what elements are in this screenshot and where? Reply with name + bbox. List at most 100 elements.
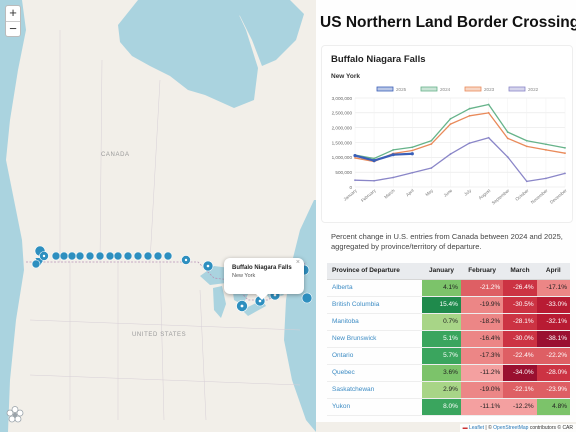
data-point-2022 <box>449 153 452 155</box>
x-tick-label: March <box>383 188 396 200</box>
percent-cell: -19.0% <box>460 381 504 399</box>
series-line-2024 <box>354 103 566 160</box>
data-point-2023 <box>545 149 547 151</box>
percent-cell: -23.9% <box>536 381 570 399</box>
legend-label: 2024 <box>440 87 451 92</box>
data-point-2022 <box>564 172 566 175</box>
province-link[interactable]: Alberta <box>327 279 423 297</box>
port-name: Buffalo Niagara Falls <box>331 54 426 65</box>
data-point-2024 <box>411 146 414 149</box>
popup-close-icon[interactable]: × <box>295 259 300 266</box>
legend-swatch <box>420 86 438 92</box>
data-point-2025 <box>391 153 395 157</box>
province-link[interactable]: Quebec <box>327 364 423 382</box>
y-tick-label: 2,000,000 <box>332 125 353 130</box>
data-point-2022 <box>545 177 547 180</box>
province-link[interactable]: New Brunswick <box>327 330 423 348</box>
percent-cell: 5.1% <box>422 330 461 348</box>
percent-cell: -19.9% <box>460 296 504 314</box>
leaflet-link[interactable]: Leaflet <box>468 425 484 431</box>
popup-title: Buffalo Niagara Falls <box>232 265 292 271</box>
data-point-2022 <box>354 179 356 182</box>
port-state: New York <box>331 73 361 80</box>
zoom-control: + − <box>5 5 21 37</box>
header-april: April <box>536 263 570 280</box>
data-point-2025 <box>353 153 357 158</box>
percent-cell: -21.2% <box>460 279 504 297</box>
percent-cell: 3.6% <box>422 364 461 382</box>
percent-cell: -38.1% <box>536 330 570 348</box>
province-link[interactable]: Saskatchewan <box>327 381 423 399</box>
percent-cell: -17.1% <box>536 279 570 297</box>
zoom-in-button[interactable]: + <box>9 5 17 20</box>
table-row: Alberta 4.1% -21.2% -26.4% -17.1% <box>327 279 570 297</box>
data-point-2023 <box>449 123 452 126</box>
legend-swatch <box>464 86 482 92</box>
series-line-2023 <box>354 112 566 163</box>
data-point-2024 <box>468 107 471 110</box>
percent-cell: -34.0% <box>503 364 537 382</box>
percent-cell: -26.4% <box>503 279 537 297</box>
percent-cell: -11.1% <box>460 398 504 416</box>
x-tick-label: November <box>530 188 549 205</box>
percent-cell: -22.2% <box>536 347 570 365</box>
y-tick-label: 500,000 <box>335 170 352 175</box>
data-point-2023 <box>430 143 433 145</box>
province-link[interactable]: Manitoba <box>327 313 423 331</box>
header-february: February <box>460 263 504 280</box>
table-row: Yukon 8.0% -11.1% -12.2% 4.8% <box>327 398 570 416</box>
data-point-2024 <box>525 139 528 142</box>
data-point-2022 <box>430 167 433 169</box>
data-point-2023 <box>564 152 566 155</box>
percent-cell: 4.8% <box>536 398 570 416</box>
x-tick-label: June <box>443 188 454 198</box>
osm-link[interactable]: OpenStreetMap <box>493 425 529 431</box>
x-tick-label: April <box>405 188 415 197</box>
percent-cell: -30.0% <box>503 330 537 348</box>
data-point-2023 <box>487 111 490 114</box>
y-tick-label: 1,000,000 <box>332 155 353 160</box>
x-tick-label: August <box>478 187 492 200</box>
map-label-usa: UNITED STATES <box>132 332 187 338</box>
attribution-sep: | © <box>484 425 494 431</box>
header-province: Province of Departure <box>327 263 423 280</box>
percent-cell: -28.1% <box>503 313 537 331</box>
data-point-2024 <box>392 149 395 151</box>
province-link[interactable]: Ontario <box>327 347 423 365</box>
table-row: Manitoba 0.7% -18.2% -28.1% -32.1% <box>327 313 570 331</box>
y-tick-label: 3,000,000 <box>332 96 353 101</box>
y-tick-label: 2,500,000 <box>332 111 353 116</box>
crossings-line-chart: 0 500,000 1,000,000 1,500,000 2,000,000 2,500… <box>332 86 568 206</box>
province-link[interactable]: British Columbia <box>327 296 423 314</box>
data-point-2024 <box>564 146 566 149</box>
percent-cell: -28.0% <box>536 364 570 382</box>
percent-cell: -17.3% <box>460 347 504 365</box>
data-point-2023 <box>468 114 471 117</box>
data-point-2022 <box>392 176 395 179</box>
zoom-out-button[interactable]: − <box>6 21 20 36</box>
data-point-2022 <box>506 156 509 158</box>
percent-cell: -32.1% <box>536 313 570 331</box>
attribution-rest: contributors © CAR <box>528 425 573 431</box>
legend-label: 2022 <box>528 87 539 92</box>
percent-cell: 8.0% <box>422 398 461 416</box>
table-header-row: Province of Departure January February M… <box>327 263 570 280</box>
data-point-2025 <box>372 158 376 163</box>
percent-cell: -12.2% <box>503 398 537 416</box>
percent-cell: -33.0% <box>536 296 570 314</box>
percent-cell: 4.1% <box>422 279 461 297</box>
map-attribution: ▬ Leaflet | © OpenStreetMap contributors… <box>459 424 576 432</box>
percent-cell: 5.7% <box>422 347 461 365</box>
data-point-2023 <box>506 137 509 140</box>
data-point-2024 <box>430 139 433 142</box>
province-table: Province of Departure January February M… <box>327 263 570 416</box>
series-line-2025 <box>354 152 413 162</box>
table-row: Saskatchewan 2.9% -19.0% -22.1% -23.9% <box>327 381 570 399</box>
legend-swatch <box>508 86 526 92</box>
y-tick-label: 0 <box>349 185 352 190</box>
y-tick-label: 1,500,000 <box>332 140 353 145</box>
percent-cell: 15.4% <box>422 296 461 314</box>
table-row: British Columbia 15.4% -19.9% -30.5% -33.0% <box>327 296 570 314</box>
map-label-canada: CANADA <box>101 152 130 158</box>
province-link[interactable]: Yukon <box>327 398 423 416</box>
